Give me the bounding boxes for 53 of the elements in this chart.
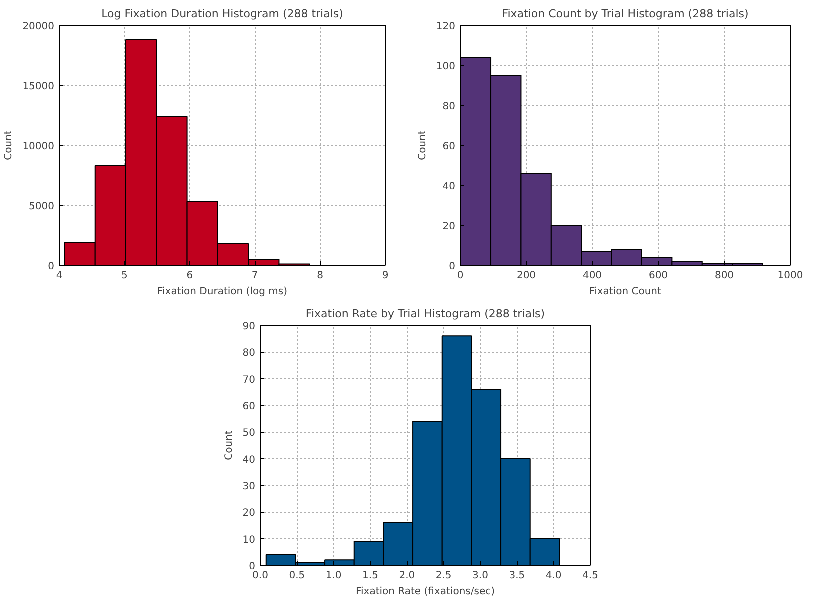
x-tick-label: 2.5 — [436, 570, 452, 582]
x-tick-label: 4.0 — [546, 570, 562, 582]
y-tick-label: 10000 — [22, 142, 54, 152]
y-tick-label: 5000 — [29, 202, 55, 212]
x-tick-label: 7 — [252, 270, 258, 282]
x-axis-title: Fixation Rate (fixations/sec) — [356, 586, 496, 598]
x-tick-label: 0.0 — [252, 570, 268, 582]
y-tick-label: 0 — [449, 262, 456, 272]
x-tick-label: 4 — [56, 270, 63, 282]
y-tick-label: 10 — [242, 534, 256, 546]
y-tick-label: 0 — [249, 562, 256, 572]
x-axis-title: Fixation Count — [590, 286, 662, 298]
x-tick-label: 8 — [317, 270, 324, 282]
x-axis-title: Fixation Duration (log ms) — [158, 286, 288, 298]
x-tick-label: 1.5 — [362, 570, 378, 582]
y-axis-title: Count — [4, 130, 15, 160]
y-tick-label: 100 — [436, 62, 456, 72]
y-tick-label: 80 — [442, 102, 456, 112]
y-axis-title: Count — [417, 130, 428, 160]
chart-title: Fixation Rate by Trial Histogram (288 trials) — [306, 308, 546, 320]
x-tick-label: 0.5 — [289, 570, 306, 582]
x-tick-label: 200 — [516, 270, 536, 282]
y-tick-label: 20 — [242, 508, 256, 520]
x-tick-label: 6 — [186, 270, 194, 282]
y-tick-label: 80 — [242, 348, 256, 360]
y-tick-label: 90 — [242, 322, 256, 332]
y-tick-label: 40 — [442, 182, 456, 192]
y-tick-label: 20 — [442, 222, 456, 232]
y-tick-label: 70 — [242, 374, 256, 386]
x-tick-label: 600 — [648, 270, 668, 282]
y-tick-label: 120 — [436, 22, 456, 32]
x-tick-label: 1000 — [778, 270, 804, 282]
x-tick-label: 400 — [582, 270, 602, 282]
y-tick-label: 60 — [442, 142, 456, 152]
x-tick-label: 3.5 — [509, 570, 526, 582]
x-tick-label: 2.0 — [399, 570, 416, 582]
y-tick-label: 50 — [242, 428, 256, 440]
y-tick-label: 0 — [48, 262, 55, 272]
y-tick-label: 40 — [242, 454, 256, 466]
y-tick-label: 20000 — [22, 22, 54, 32]
y-axis-title: Count — [224, 430, 235, 460]
x-tick-label: 9 — [382, 270, 389, 282]
chart-title: Fixation Count by Trial Histogram (288 trials) — [502, 8, 749, 20]
y-tick-label: 60 — [242, 402, 256, 412]
y-tick-label: 15000 — [22, 82, 54, 92]
x-tick-label: 1.0 — [326, 570, 342, 582]
x-tick-label: 0 — [457, 270, 464, 282]
chart-title: Log Fixation Duration Histogram (288 trials) — [102, 8, 344, 20]
x-tick-label: 800 — [714, 270, 734, 282]
y-tick-label: 30 — [242, 482, 256, 492]
x-tick-label: 3.0 — [472, 570, 488, 582]
x-tick-label: 4.5 — [582, 570, 598, 582]
x-tick-label: 5 — [122, 270, 128, 282]
